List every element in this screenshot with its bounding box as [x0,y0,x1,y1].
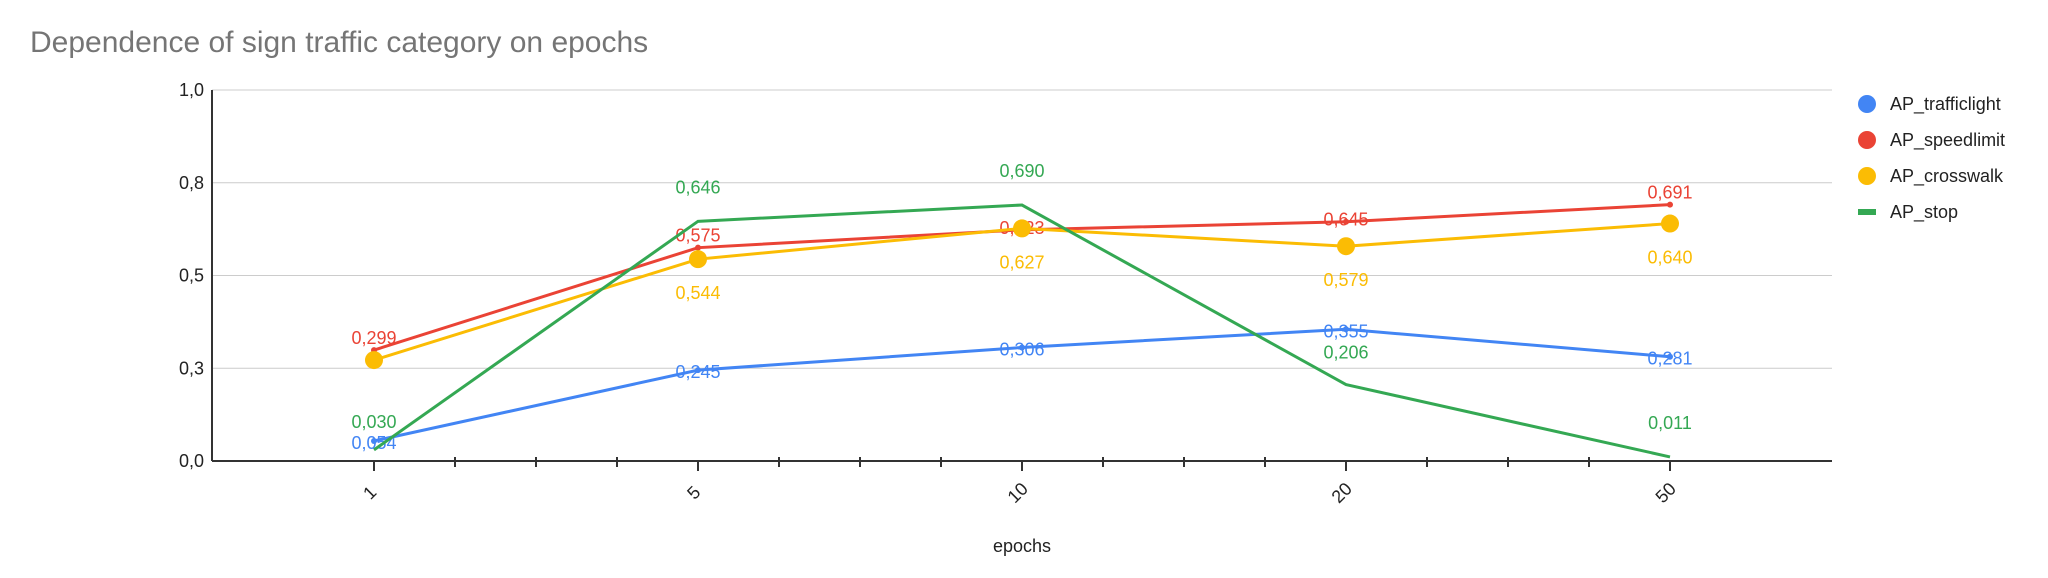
x-tick-label: 50 [1652,479,1680,507]
data-label-AP_speedlimit: 0,575 [675,226,720,246]
legend-item: AP_crosswalk [1858,158,2005,194]
legend-label: AP_crosswalk [1890,165,2004,186]
data-label-AP_speedlimit: 0,299 [351,328,396,348]
legend-marker [1858,167,1876,185]
y-tick-label: 0,3 [179,358,204,378]
y-tick-label: 1,0 [179,80,204,100]
data-label-AP_crosswalk: 0,627 [999,252,1044,272]
y-tick-label: 0,8 [179,173,204,193]
data-label-AP_stop: 0,690 [999,161,1044,181]
x-tick-label: 10 [1004,479,1032,507]
data-point-AP_crosswalk [1337,237,1355,256]
data-label-AP_stop: 0,011 [1648,413,1692,433]
data-point-AP_trafficlight [1667,353,1673,360]
data-label-AP_trafficlight: 0,245 [675,362,720,382]
data-point-AP_crosswalk [365,351,383,370]
data-point-AP_crosswalk [1661,214,1679,233]
legend-label: AP_trafficlight [1890,93,2001,114]
data-label-AP_crosswalk: 0,640 [1647,248,1692,268]
legend-marker [1858,95,1876,113]
y-tick-label: 0,5 [179,266,204,286]
data-point-AP_speedlimit [1343,218,1349,225]
legend-marker [1858,209,1876,215]
legend-marker [1858,131,1876,149]
x-tick-label: 20 [1328,479,1356,507]
data-point-AP_trafficlight [695,367,701,374]
data-label-AP_crosswalk: 0,544 [675,283,720,303]
data-label-AP_trafficlight: 0,306 [999,339,1044,359]
y-tick-label: 0,0 [179,451,204,471]
data-label-AP_speedlimit: 0,691 [1647,183,1692,203]
data-label-AP_trafficlight: 0,054 [351,433,396,453]
series-line-AP_stop [373,203,1671,459]
data-label-AP_stop: 0,646 [675,177,720,197]
legend-item: AP_stop [1858,194,2005,230]
data-point-AP_trafficlight [1343,326,1349,333]
data-point-AP_speedlimit [1667,201,1673,208]
data-point-AP_crosswalk [1013,219,1031,238]
data-label-AP_trafficlight: 0,281 [1647,349,1692,369]
chart-title: Dependence of sign traffic category on e… [30,26,649,59]
data-label-AP_trafficlight: 0,355 [1323,321,1368,341]
data-point-AP_speedlimit [695,244,701,251]
data-point-AP_crosswalk [689,250,707,269]
legend: AP_trafficlight AP_speedlimit AP_crosswalk… [1858,86,2005,230]
data-label-AP_stop: 0,206 [1323,343,1368,363]
data-point-AP_trafficlight [1019,344,1025,351]
legend-label: AP_stop [1890,201,1959,222]
data-point-AP_trafficlight [371,437,377,444]
data-label-AP_crosswalk: 0,579 [1323,270,1368,290]
legend-label: AP_speedlimit [1890,129,2006,150]
data-label-AP_stop: 0,030 [351,412,396,432]
legend-item: AP_trafficlight [1858,86,2005,122]
x-axis-title: epochs [993,536,1051,556]
x-tick-label: 1 [359,482,380,503]
legend-item: AP_speedlimit [1858,122,2005,158]
x-tick-label: 5 [683,482,704,503]
data-label-AP_speedlimit: 0,645 [1323,210,1368,230]
